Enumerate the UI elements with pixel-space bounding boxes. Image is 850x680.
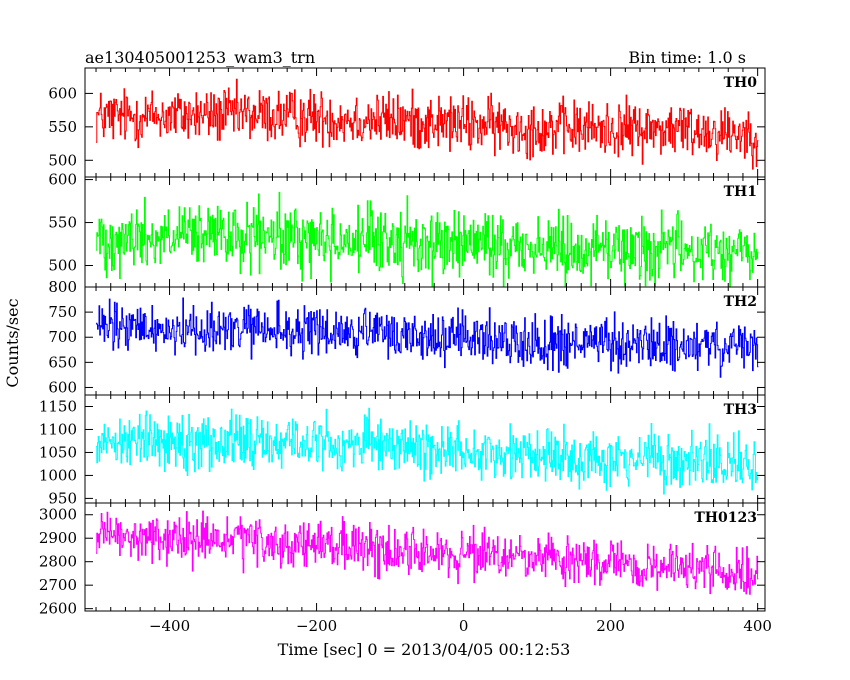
panels-group: 500 550 600 TH0 500 550 600 TH1 600 650 700 750 800 T… bbox=[39, 67, 772, 635]
y-tick-label: 600 bbox=[48, 171, 77, 189]
y-tick-label: 500 bbox=[48, 151, 77, 169]
x-tick-label: 400 bbox=[743, 617, 772, 635]
y-tick-label: 1000 bbox=[39, 466, 77, 484]
y-tick-label: 750 bbox=[48, 303, 77, 321]
series-line-th0123 bbox=[96, 510, 759, 595]
series-label-th0123: TH0123 bbox=[694, 510, 757, 526]
panel-th0: 500 550 600 TH0 bbox=[48, 67, 766, 178]
y-tick-label: 500 bbox=[48, 257, 77, 275]
series-label-th2: TH2 bbox=[724, 294, 757, 310]
y-tick-label: 550 bbox=[48, 214, 77, 232]
x-tick-label: −200 bbox=[296, 617, 337, 635]
series-line-th3 bbox=[96, 407, 759, 495]
y-tick-label: 1100 bbox=[39, 420, 77, 438]
series-label-th1: TH1 bbox=[724, 184, 757, 200]
y-tick-label: 550 bbox=[48, 118, 77, 136]
panel-th3: 950 1000 1050 1100 1150 TH3 bbox=[39, 394, 766, 507]
panel-th1: 500 550 600 TH1 bbox=[48, 171, 766, 288]
y-tick-label: 2700 bbox=[39, 576, 77, 594]
y-tick-label: 1050 bbox=[39, 443, 77, 461]
y-tick-label: 2800 bbox=[39, 553, 77, 571]
y-axis-title: Counts/sec bbox=[3, 298, 22, 387]
y-tick-label: 650 bbox=[48, 353, 77, 371]
series-label-th0: TH0 bbox=[724, 75, 758, 91]
panel-frame bbox=[84, 502, 766, 612]
y-tick-label: 2600 bbox=[39, 600, 77, 618]
x-axis-title: Time [sec] 0 = 2013/04/05 00:12:53 bbox=[278, 640, 571, 659]
x-tick-label: −400 bbox=[149, 617, 190, 635]
y-tick-label: 600 bbox=[48, 84, 77, 102]
y-tick-label: 3000 bbox=[39, 506, 77, 524]
y-tick-label: 950 bbox=[48, 489, 77, 507]
series-line-th1 bbox=[96, 191, 759, 287]
y-tick-label: 600 bbox=[48, 378, 77, 396]
chart-title: ae130405001253_wam3_trn bbox=[85, 48, 315, 67]
panel-th0123: 2600 2700 2800 2900 3000 TH0123 bbox=[39, 502, 766, 618]
y-tick-label: 1150 bbox=[39, 397, 77, 415]
x-tick-label: 200 bbox=[596, 617, 625, 635]
panel-frame bbox=[84, 286, 766, 396]
x-tick-label: 0 bbox=[459, 617, 469, 635]
series-line-th2 bbox=[96, 297, 759, 378]
panel-th2: 600 650 700 750 800 TH2 bbox=[48, 278, 766, 396]
series-line-th0 bbox=[96, 78, 759, 170]
y-tick-label: 2900 bbox=[39, 529, 77, 547]
bin-time-label: Bin time: 1.0 s bbox=[628, 48, 746, 67]
series-label-th3: TH3 bbox=[724, 402, 757, 418]
y-tick-label: 700 bbox=[48, 328, 77, 346]
y-tick-label: 800 bbox=[48, 278, 77, 296]
